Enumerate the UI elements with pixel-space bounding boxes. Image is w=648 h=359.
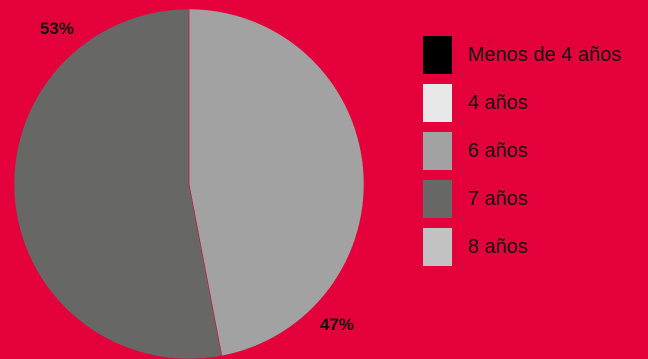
legend: Menos de 4 años 4 años 6 años 7 años 8 años [423,36,621,266]
legend-swatch [423,132,452,170]
legend-swatch [423,36,452,74]
legend-label: 4 años [468,91,529,114]
legend-item: 6 años [423,132,621,170]
legend-swatch [423,228,452,266]
legend-item: 7 años [423,180,621,218]
slice-value-label: 47% [319,315,355,334]
legend-swatch [423,180,452,218]
legend-swatch [423,84,452,122]
legend-label: 6 años [468,139,529,162]
pie-slice-6-años [188,8,365,357]
legend-label: 8 años [468,235,529,258]
legend-item: 4 años [423,84,621,122]
legend-label: 7 años [468,187,529,210]
legend-item: 8 años [423,228,621,266]
legend-item: Menos de 4 años [423,36,621,74]
legend-label: Menos de 4 años [468,43,622,66]
pie-slice-7-años [13,8,223,359]
slice-value-label: 53% [39,19,75,38]
